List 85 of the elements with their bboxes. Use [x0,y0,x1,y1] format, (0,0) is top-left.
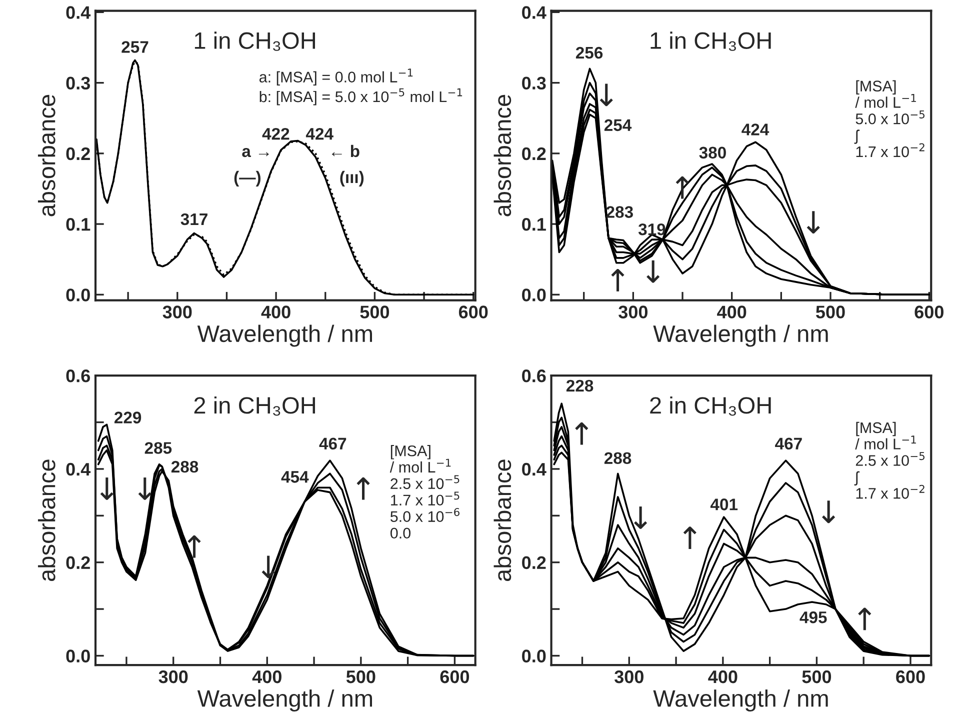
annotation: 317 [180,213,208,226]
y-tick-label: 0.2 [66,556,90,570]
annotation: 380 [699,146,726,159]
text: 2 in CH₃OH [194,396,315,416]
x-tick-label: 600 [458,306,488,318]
x-tick-label: 500 [802,670,832,684]
y-axis-title: absorbance [494,94,512,216]
y-tick-label: 0.3 [66,76,90,90]
y-tick-label: 0.0 [522,288,546,302]
annotation: 256 [576,46,603,59]
x-tick-label: 600 [440,670,470,684]
y-tick-label: 0.2 [522,147,546,160]
annotation: 424 [306,128,334,140]
x-tick-label: 600 [914,306,944,318]
annotation: 422 [262,128,290,140]
y-tick-label: 0.6 [522,370,546,382]
annotation: a → [242,148,269,158]
text: a: [MSA] = 0.0 mol L$^{−1}$ b: [MSA] = 5.0 x 10$^{−5}$ mol L$^{−1}$ [259,68,462,106]
y-axis-title: absorbance [38,94,56,216]
annotation: ↑ [188,535,201,558]
y-tick-label: 0.6 [66,370,90,382]
y-tick-label: 0.0 [522,650,546,662]
annotation: (—) [234,170,260,186]
y-tick-label: 0.1 [66,218,90,231]
annotation: 495 [800,611,827,624]
annotation: ↑ [356,477,370,500]
y-tick-label: 0.1 [522,218,546,231]
annotation: 424 [742,124,770,136]
x-axis-title: Wavelength / nm [653,690,828,712]
annotation: 254 [604,119,632,132]
x-tick-label: 600 [896,670,925,684]
x-tick-label: 500 [346,670,376,684]
text: 1 in CH₃OH [194,32,315,51]
text: 2 in CH₃OH [650,396,771,416]
annotation: ↓ [822,500,836,524]
text: [MSA] / mol L$^{−1}$ 5.0 x 10$^{−5}$ ʃ 1.7 x 10$^{−2}$ [854,80,924,158]
x-axis-title: Wavelength / nm [197,690,372,712]
y-tick-label: 0.0 [66,650,90,662]
x-tick-label: 400 [261,306,290,318]
annotation: 288 [171,460,198,473]
annotation: 467 [319,438,346,450]
annotation: 467 [775,438,802,450]
annotation: 401 [710,498,738,510]
annotation: ↓ [646,260,660,283]
annotation: ↑ [858,608,872,630]
x-tick-label: 400 [717,306,746,318]
y-tick-label: 0.2 [66,147,90,160]
annotation: ↓ [806,211,820,234]
annotation: 319 [638,223,666,236]
x-tick-label: 500 [360,306,390,318]
y-tick-label: 0.3 [522,76,546,90]
annotation: 228 [566,380,594,392]
annotation: 288 [604,452,632,464]
annotation: ↑ [683,526,696,550]
annotation: ↓ [634,506,648,529]
x-tick-label: 400 [252,670,282,684]
y-tick-label: 0.0 [66,288,90,302]
y-tick-label: 0.4 [66,6,91,19]
y-tick-label: 0.2 [522,556,546,570]
y-tick-label: 0.4 [66,462,91,476]
annotation: ← b [332,144,360,158]
y-axis-title: absorbance [494,460,512,582]
x-axis-title: Wavelength / nm [653,324,828,347]
x-tick-label: 300 [618,306,648,318]
annotation: ↓ [600,84,613,106]
annotation: ↓ [138,478,152,500]
text: [MSA] / mol L$^{−1}$ 2.5 x 10$^{−5}$ 1.7 x 10$^{−5}$ 5.0 x 10$^{−6}$ 0.0 [390,445,460,539]
annotation: (ııı) [340,170,364,186]
annotation: 454 [281,471,309,483]
y-axis-title: absorbance [38,460,56,582]
y-tick-label: 0.4 [522,462,546,476]
annotation: ↑ [575,422,588,445]
text: 1 in CH₃OH [650,32,771,51]
x-tick-label: 300 [158,670,188,684]
annotation: ↑ [611,268,624,292]
x-axis-title: Wavelength / nm [197,324,372,347]
annotation: 257 [122,41,148,53]
x-tick-label: 300 [614,670,644,684]
y-tick-label: 0.4 [522,6,546,19]
annotation: 285 [144,442,172,454]
annotation: 229 [114,412,142,424]
text: [MSA] / mol L$^{−1}$ 2.5 x 10$^{−5}$ ʃ 1.7 x 10$^{−2}$ [854,422,924,499]
x-tick-label: 500 [816,306,845,318]
x-tick-label: 300 [162,306,192,318]
x-tick-label: 400 [708,670,738,684]
